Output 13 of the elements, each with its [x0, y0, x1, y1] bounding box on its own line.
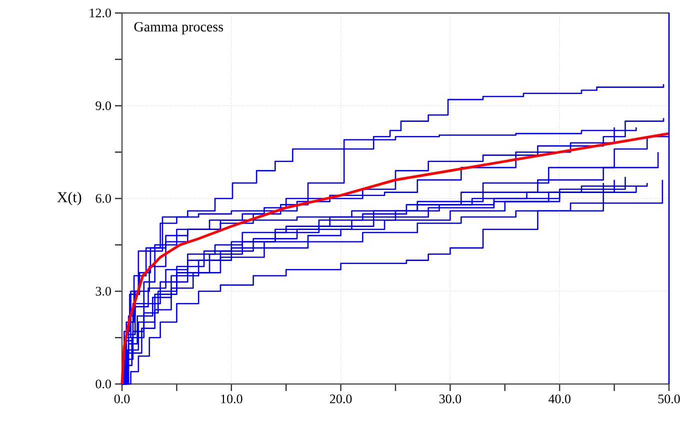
y-tick-label: 0.0	[96, 380, 111, 388]
x-tick-label: 30.0	[439, 394, 462, 404]
text: Gamma process	[134, 22, 224, 34]
y-axis-title: X(t)	[57, 192, 82, 206]
x-tick-label: 20.0	[330, 394, 352, 404]
y-tick-label: 3.0	[96, 286, 111, 296]
x-tick-label: 50.0	[658, 394, 680, 404]
x-tick-label: 10.0	[221, 394, 242, 404]
y-tick-label: 9.0	[96, 101, 111, 110]
y-tick-label: 6.0	[96, 194, 111, 203]
y-tick-label: 12.0	[90, 8, 111, 18]
x-tick-label: 40.0	[548, 394, 570, 404]
x-tick-label: 0.0	[114, 394, 130, 404]
